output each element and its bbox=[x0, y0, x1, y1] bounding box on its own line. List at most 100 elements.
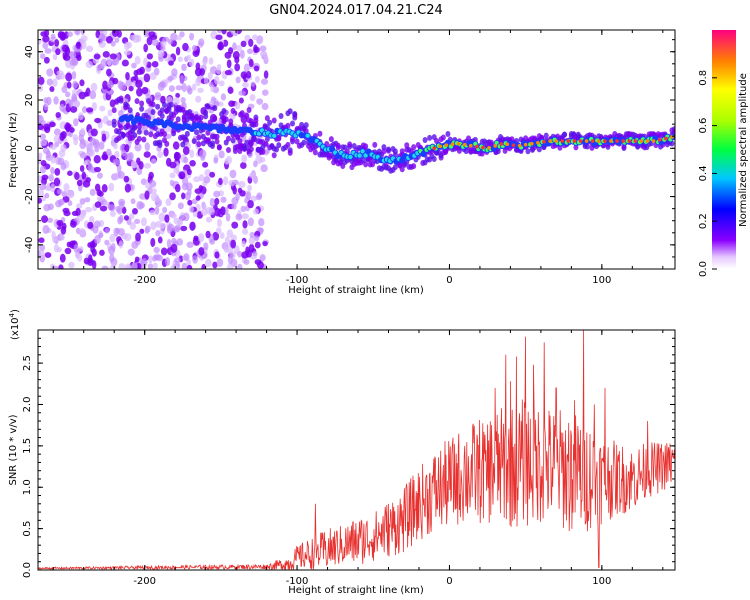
heat-cell bbox=[42, 224, 50, 235]
heat-cell bbox=[456, 141, 461, 146]
heat-cell bbox=[187, 188, 192, 196]
heat-cell bbox=[50, 183, 56, 193]
heat-cell bbox=[81, 171, 87, 180]
heat-cell bbox=[150, 237, 156, 247]
heat-cell bbox=[278, 112, 284, 119]
scale-exponent: 4 bbox=[8, 312, 16, 317]
heat-cell bbox=[155, 230, 161, 237]
heat-cell bbox=[664, 136, 668, 141]
heat-cell bbox=[213, 207, 222, 217]
heat-cell bbox=[157, 236, 163, 244]
heat-cell bbox=[150, 101, 156, 108]
heat-cell bbox=[38, 114, 44, 124]
x-tick-label: 0 bbox=[446, 275, 452, 286]
heat-cell bbox=[39, 165, 47, 174]
heat-cell bbox=[139, 66, 145, 75]
heat-cell bbox=[76, 54, 82, 61]
heat-cell bbox=[127, 114, 134, 121]
heat-cell bbox=[184, 130, 190, 137]
heat-cell bbox=[63, 54, 71, 61]
heat-cell bbox=[53, 135, 61, 143]
heat-cell bbox=[67, 170, 73, 176]
colorbar-tick-label: 0.2 bbox=[698, 213, 709, 229]
heat-cell bbox=[493, 144, 497, 148]
heat-cell bbox=[200, 133, 206, 140]
heat-cell bbox=[153, 246, 160, 254]
heat-cell bbox=[260, 144, 266, 151]
heat-cell bbox=[106, 68, 112, 77]
heat-cell bbox=[584, 143, 590, 150]
heat-cell bbox=[124, 183, 131, 193]
heat-cell bbox=[131, 262, 138, 269]
heat-cell bbox=[78, 246, 84, 252]
heat-cell bbox=[573, 144, 579, 151]
heat-cell bbox=[237, 138, 243, 145]
heat-cell bbox=[186, 168, 192, 176]
heat-cell bbox=[52, 265, 60, 269]
heat-cell bbox=[254, 235, 260, 242]
heat-cell bbox=[189, 221, 196, 231]
heat-cell bbox=[235, 76, 241, 84]
heat-cell bbox=[202, 57, 208, 66]
heat-cell bbox=[224, 158, 229, 165]
scale-prefix: (x10 bbox=[10, 317, 21, 340]
heat-cell bbox=[523, 142, 528, 147]
heat-cell bbox=[205, 230, 211, 239]
heat-cell bbox=[209, 140, 215, 147]
heat-cell bbox=[214, 138, 220, 145]
heat-cell bbox=[69, 127, 75, 133]
heat-cell bbox=[151, 60, 159, 68]
heat-cell bbox=[578, 139, 583, 143]
heat-cell bbox=[49, 144, 57, 150]
heat-cell bbox=[259, 156, 266, 163]
heat-cell bbox=[312, 149, 318, 156]
heat-cell bbox=[116, 135, 122, 142]
heat-cell bbox=[237, 147, 243, 154]
heat-cell bbox=[554, 139, 558, 143]
heat-cell bbox=[74, 172, 80, 181]
heat-cell bbox=[251, 34, 259, 41]
heat-cell bbox=[113, 173, 119, 181]
heat-cell bbox=[98, 191, 104, 197]
heat-cell bbox=[124, 263, 132, 269]
heat-cell bbox=[218, 80, 225, 87]
heat-cell bbox=[138, 161, 144, 170]
heat-cell bbox=[193, 129, 199, 136]
heat-cell bbox=[38, 237, 45, 244]
heat-cell bbox=[175, 35, 182, 41]
y-tick-label: 2.0 bbox=[22, 397, 33, 413]
heat-cell bbox=[263, 70, 269, 79]
heat-cell bbox=[105, 36, 113, 44]
heat-cell bbox=[222, 176, 229, 186]
heat-cell bbox=[203, 176, 211, 184]
heat-cell bbox=[230, 137, 236, 144]
heat-cell bbox=[109, 53, 118, 60]
heat-cell bbox=[39, 138, 48, 147]
heat-cell bbox=[117, 171, 125, 179]
heat-cell bbox=[633, 139, 638, 143]
heat-cell bbox=[67, 31, 73, 37]
heat-cell bbox=[239, 49, 245, 59]
heat-cell bbox=[38, 76, 45, 86]
heat-cell bbox=[232, 42, 237, 51]
heat-cell bbox=[621, 139, 625, 143]
heat-cell bbox=[71, 71, 77, 80]
heat-cell bbox=[115, 205, 121, 213]
heat-cell bbox=[213, 157, 219, 164]
heat-cell bbox=[572, 139, 577, 143]
heat-cell bbox=[169, 172, 176, 179]
heat-cell bbox=[247, 48, 253, 55]
heat-cell bbox=[52, 53, 58, 61]
heat-cell bbox=[182, 212, 190, 222]
heat-cell bbox=[248, 38, 254, 47]
heat-cell bbox=[542, 139, 546, 144]
heat-cell bbox=[38, 244, 46, 252]
heat-cell bbox=[84, 159, 91, 165]
heat-cell bbox=[166, 238, 172, 249]
heat-cell bbox=[61, 85, 68, 94]
heat-cell bbox=[258, 227, 264, 233]
heat-cell bbox=[41, 215, 49, 223]
heat-cell bbox=[94, 117, 102, 124]
heat-cell bbox=[259, 254, 266, 262]
heat-cell bbox=[77, 253, 83, 262]
